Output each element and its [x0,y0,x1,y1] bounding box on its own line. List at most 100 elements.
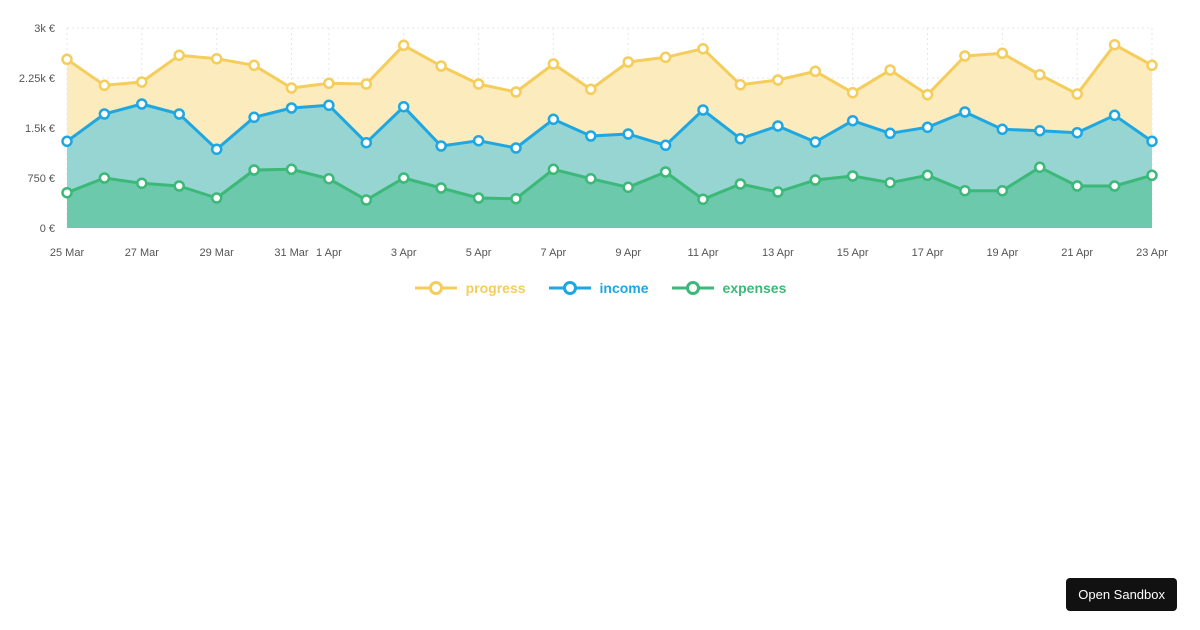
point-expenses[interactable] [1146,169,1158,182]
x-tick-label: 11 Apr [688,247,719,259]
point-expenses[interactable] [136,177,148,190]
point-expenses[interactable] [996,184,1009,197]
point-expenses[interactable] [98,172,111,184]
point-progress[interactable] [547,58,560,70]
point-progress[interactable] [248,59,260,72]
point-progress[interactable] [1034,68,1046,81]
point-income[interactable] [921,121,934,134]
point-expenses[interactable] [734,178,747,190]
chart-lines [66,43,1153,202]
point-expenses[interactable] [585,172,597,185]
point-expenses[interactable] [360,194,373,206]
legend-item-expenses[interactable]: expenses [671,280,786,296]
point-progress[interactable] [210,52,223,65]
point-expenses[interactable] [809,174,822,186]
point-expenses[interactable] [323,172,335,185]
point-income[interactable] [136,98,148,110]
point-expenses[interactable] [846,170,859,182]
point-income[interactable] [248,111,260,124]
point-income[interactable] [996,123,1009,136]
point-progress[interactable] [1071,88,1083,100]
point-expenses[interactable] [772,186,784,198]
point-income[interactable] [173,108,185,120]
point-progress[interactable] [585,83,597,96]
point-income[interactable] [1071,126,1083,139]
point-expenses[interactable] [547,163,560,176]
point-income[interactable] [397,100,410,113]
point-income[interactable] [323,99,335,112]
point-expenses[interactable] [1108,180,1121,192]
point-expenses[interactable] [173,180,185,192]
point-progress[interactable] [360,78,373,90]
point-expenses[interactable] [921,169,934,182]
point-progress[interactable] [397,39,410,52]
open-sandbox-button[interactable]: Open Sandbox [1066,578,1177,611]
y-tick-label: 3k € [34,23,55,35]
point-progress[interactable] [996,47,1009,60]
point-expenses[interactable] [959,184,971,197]
point-progress[interactable] [921,88,934,101]
point-progress[interactable] [884,64,896,76]
point-income[interactable] [360,136,373,149]
point-income[interactable] [884,127,896,140]
point-progress[interactable] [472,78,485,90]
line-expenses [66,165,1153,202]
point-progress[interactable] [846,86,859,99]
point-income[interactable] [622,128,634,140]
legend-marker-progress [414,281,457,295]
point-income[interactable] [547,113,560,126]
point-expenses[interactable] [285,163,298,176]
point-income[interactable] [585,130,597,142]
point-expenses[interactable] [884,176,896,189]
point-expenses[interactable] [435,182,447,194]
point-progress[interactable] [734,78,747,91]
point-income[interactable] [659,139,672,152]
point-progress[interactable] [659,51,672,64]
x-axis: 25 Mar 27 Mar 29 Mar 31 Mar 1 Apr 3 Apr 5 Apr 7… [50,247,1168,259]
point-progress[interactable] [1108,38,1121,51]
point-expenses[interactable] [61,186,73,199]
point-progress[interactable] [323,77,335,90]
point-progress[interactable] [136,76,148,88]
point-progress[interactable] [772,74,784,86]
point-progress[interactable] [435,60,447,72]
point-income[interactable] [697,104,709,116]
point-income[interactable] [1034,124,1046,137]
point-progress[interactable] [61,53,73,66]
point-expenses[interactable] [697,193,709,206]
point-expenses[interactable] [472,192,485,204]
point-progress[interactable] [697,42,709,55]
point-income[interactable] [510,142,522,154]
point-progress[interactable] [959,50,971,62]
point-income[interactable] [959,106,971,118]
point-progress[interactable] [173,49,185,62]
point-expenses[interactable] [510,192,522,205]
point-progress[interactable] [809,65,822,78]
legend-item-progress[interactable]: progress [414,280,526,296]
point-progress[interactable] [510,86,522,98]
point-expenses[interactable] [622,181,634,194]
point-income[interactable] [809,136,822,148]
point-progress[interactable] [285,82,298,94]
point-income[interactable] [734,132,747,145]
point-expenses[interactable] [1071,180,1083,192]
point-income[interactable] [472,134,485,147]
point-income[interactable] [285,102,298,114]
point-expenses[interactable] [210,192,223,204]
point-progress[interactable] [98,79,111,92]
point-progress[interactable] [1146,59,1158,72]
point-income[interactable] [61,135,73,148]
point-income[interactable] [98,108,111,120]
point-progress[interactable] [622,56,634,68]
point-income[interactable] [1108,109,1121,122]
point-income[interactable] [846,114,859,127]
legend-item-income[interactable]: income [548,280,649,296]
point-expenses[interactable] [397,172,410,184]
point-income[interactable] [772,120,784,132]
point-expenses[interactable] [248,164,260,176]
point-expenses[interactable] [1034,161,1046,174]
point-income[interactable] [210,143,223,156]
point-expenses[interactable] [659,166,672,178]
point-income[interactable] [435,140,447,152]
point-income[interactable] [1146,135,1158,148]
